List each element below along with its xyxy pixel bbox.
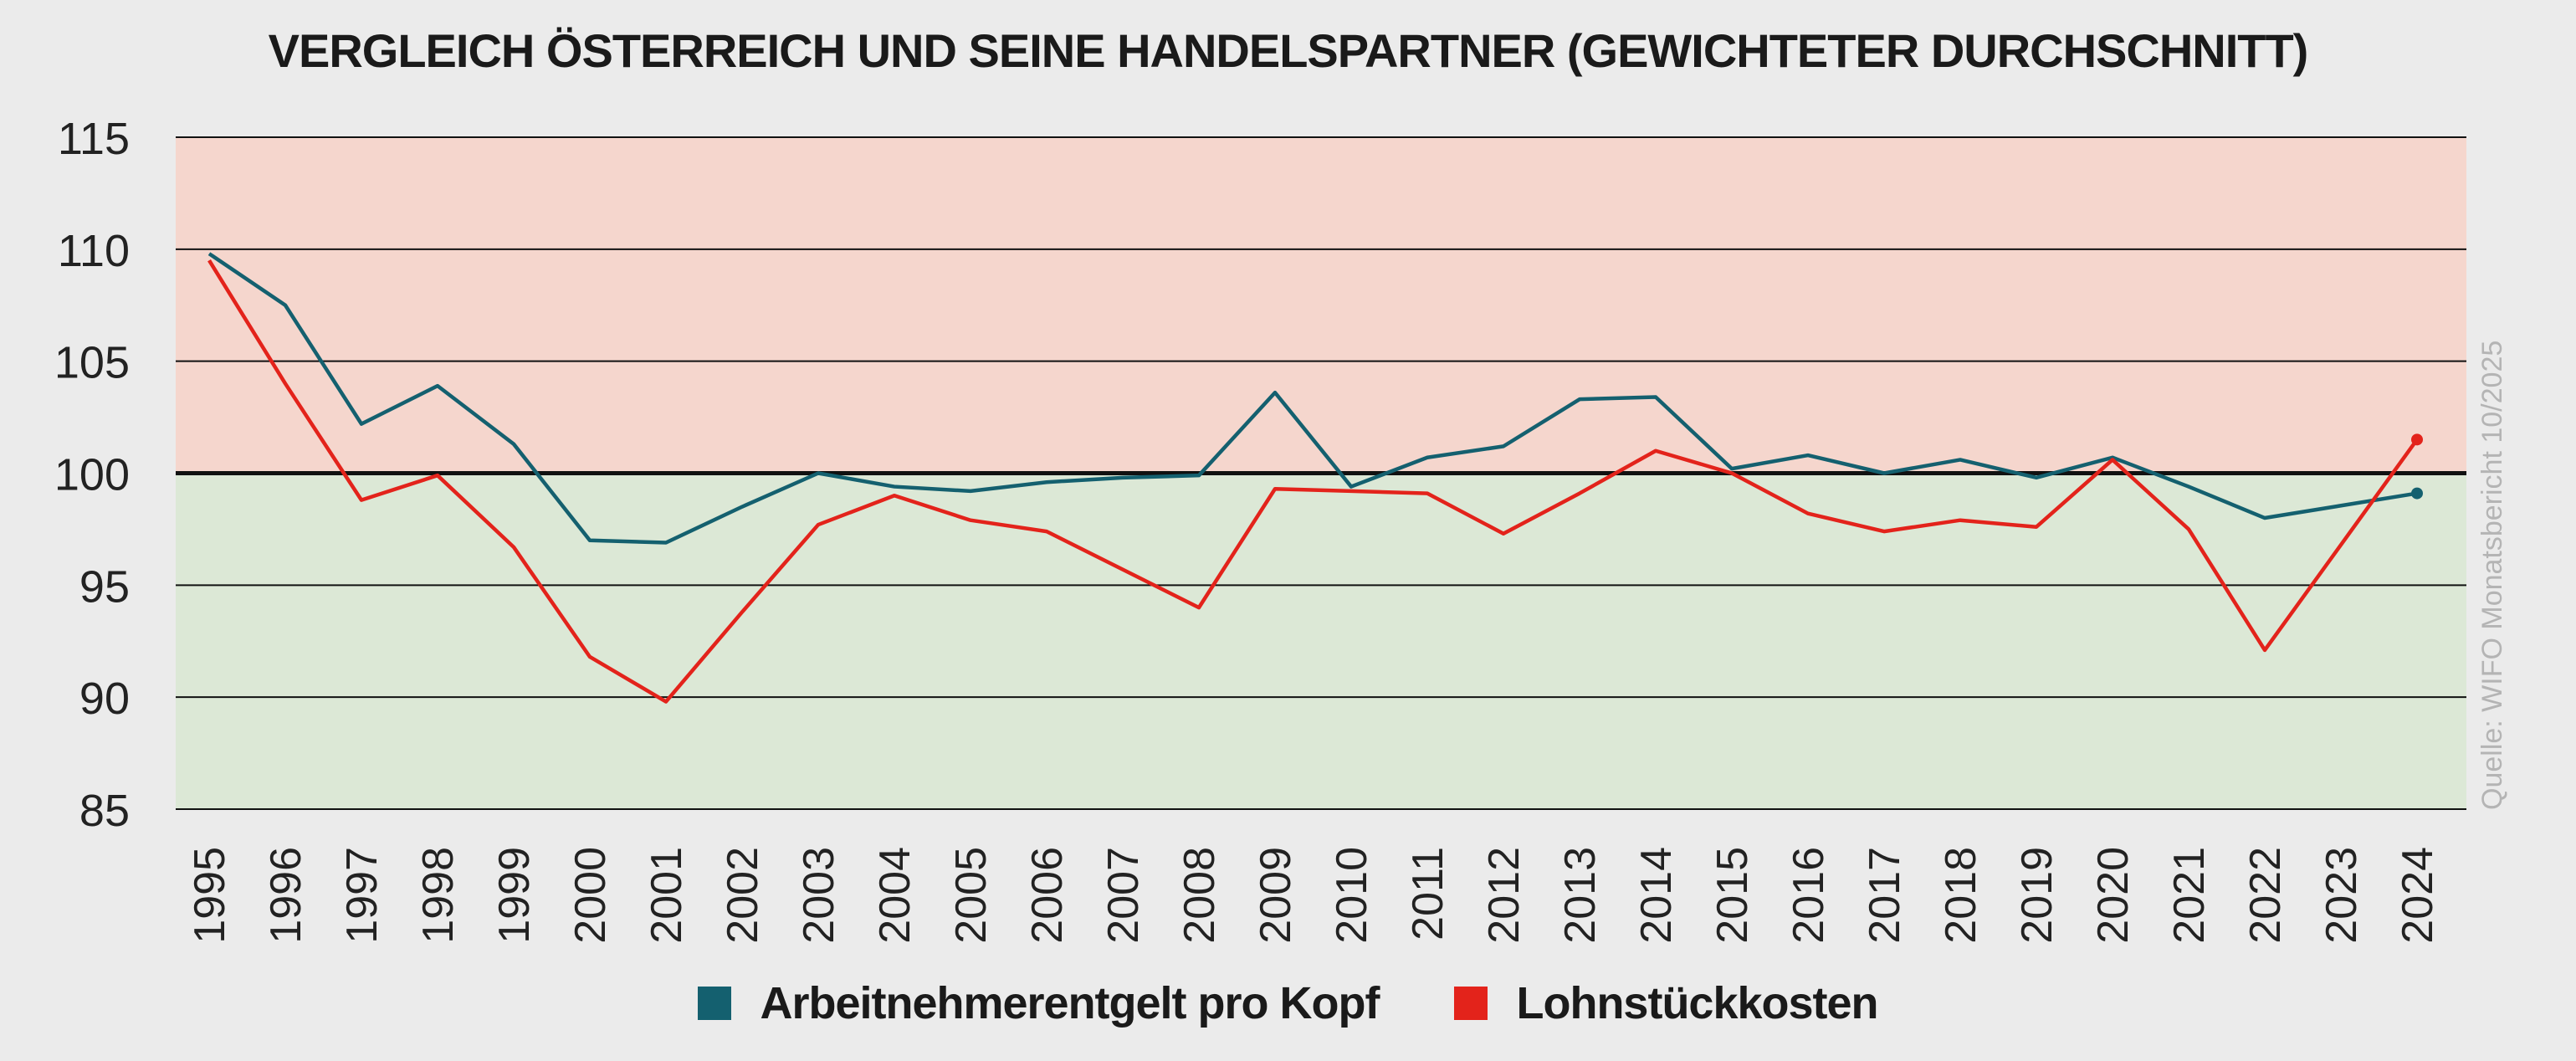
data-series (207, 252, 2423, 704)
y-axis-tick-labels: 115 110 105 100 95 90 85 (54, 114, 130, 836)
background-bands (176, 137, 2466, 809)
y-tick-label-100: 100 (54, 450, 130, 500)
x-tick-label-1997: 1997 (338, 847, 387, 944)
legend-item-arbeitnehmerentgelt: Arbeitnehmerentgelt pro Kopf (698, 977, 1380, 1029)
x-tick-label-2004: 2004 (871, 847, 919, 944)
series-0-point-2024 (2411, 487, 2423, 500)
x-tick-label-2023: 2023 (2317, 847, 2366, 944)
band-above-reference (176, 137, 2466, 474)
x-tick-label-2020: 2020 (2089, 847, 2138, 944)
legend-label-lohnstueckkosten: Lohnstückkosten (1516, 978, 1878, 1028)
legend-item-lohnstueckkosten: Lohnstückkosten (1454, 977, 1879, 1029)
x-tick-label-2016: 2016 (1785, 847, 1833, 944)
source-note: Quelle: WIFO Monatsbericht 10/2025 (2476, 340, 2508, 810)
x-axis-tick-labels: 1995 1996 1997 1998 1999 2000 2001 2002 2003 2004… (186, 847, 2442, 944)
y-tick-label-95: 95 (79, 561, 130, 612)
x-tick-label-2012: 2012 (1480, 847, 1529, 944)
x-tick-label-2010: 2010 (1328, 847, 1376, 944)
x-tick-label-2008: 2008 (1175, 847, 1224, 944)
x-tick-label-2022: 2022 (2241, 847, 2290, 944)
y-tick-label-110: 110 (58, 226, 130, 276)
legend: Arbeitnehmerentgelt pro Kopf Lohnstückko… (0, 977, 2576, 1029)
x-tick-label-2011: 2011 (1404, 847, 1452, 941)
x-tick-label-2002: 2002 (719, 847, 767, 944)
x-tick-label-2009: 2009 (1252, 847, 1300, 944)
x-tick-label-1998: 1998 (414, 847, 463, 944)
legend-swatch-lohnstueckkosten (1454, 987, 1488, 1020)
x-tick-label-2021: 2021 (2165, 847, 2214, 944)
x-tick-label-2018: 2018 (1937, 847, 1985, 944)
y-tick-label-105: 105 (54, 338, 130, 388)
gridlines (176, 136, 2466, 810)
x-tick-label-2015: 2015 (1708, 847, 1757, 944)
x-tick-label-2006: 2006 (1023, 847, 1072, 944)
x-tick-label-1999: 1999 (490, 847, 539, 944)
band-below-reference (176, 473, 2466, 809)
y-tick-label-85: 85 (79, 786, 130, 836)
chart-title: VERGLEICH ÖSTERREICH UND SEINE HANDELSPA… (268, 24, 2309, 77)
x-tick-label-1995: 1995 (186, 847, 234, 944)
legend-label-arbeitnehmerentgelt: Arbeitnehmerentgelt pro Kopf (760, 978, 1380, 1028)
series-1-point-2024 (2411, 433, 2423, 446)
x-tick-label-2003: 2003 (795, 847, 843, 944)
series-line-1 (207, 259, 2419, 704)
x-tick-label-2005: 2005 (947, 847, 996, 944)
y-tick-label-90: 90 (79, 674, 130, 724)
x-tick-label-2014: 2014 (1632, 847, 1681, 944)
x-tick-label-2017: 2017 (1861, 847, 1909, 944)
legend-swatch-arbeitnehmerentgelt (698, 987, 732, 1020)
x-tick-label-2000: 2000 (566, 847, 615, 944)
y-tick-label-115: 115 (58, 114, 130, 164)
x-tick-label-2013: 2013 (1556, 847, 1605, 944)
x-tick-label-1996: 1996 (262, 847, 310, 944)
x-tick-label-2019: 2019 (2013, 847, 2061, 944)
x-tick-label-2024: 2024 (2394, 847, 2442, 944)
x-tick-label-2001: 2001 (643, 847, 691, 944)
x-tick-label-2007: 2007 (1099, 847, 1148, 944)
